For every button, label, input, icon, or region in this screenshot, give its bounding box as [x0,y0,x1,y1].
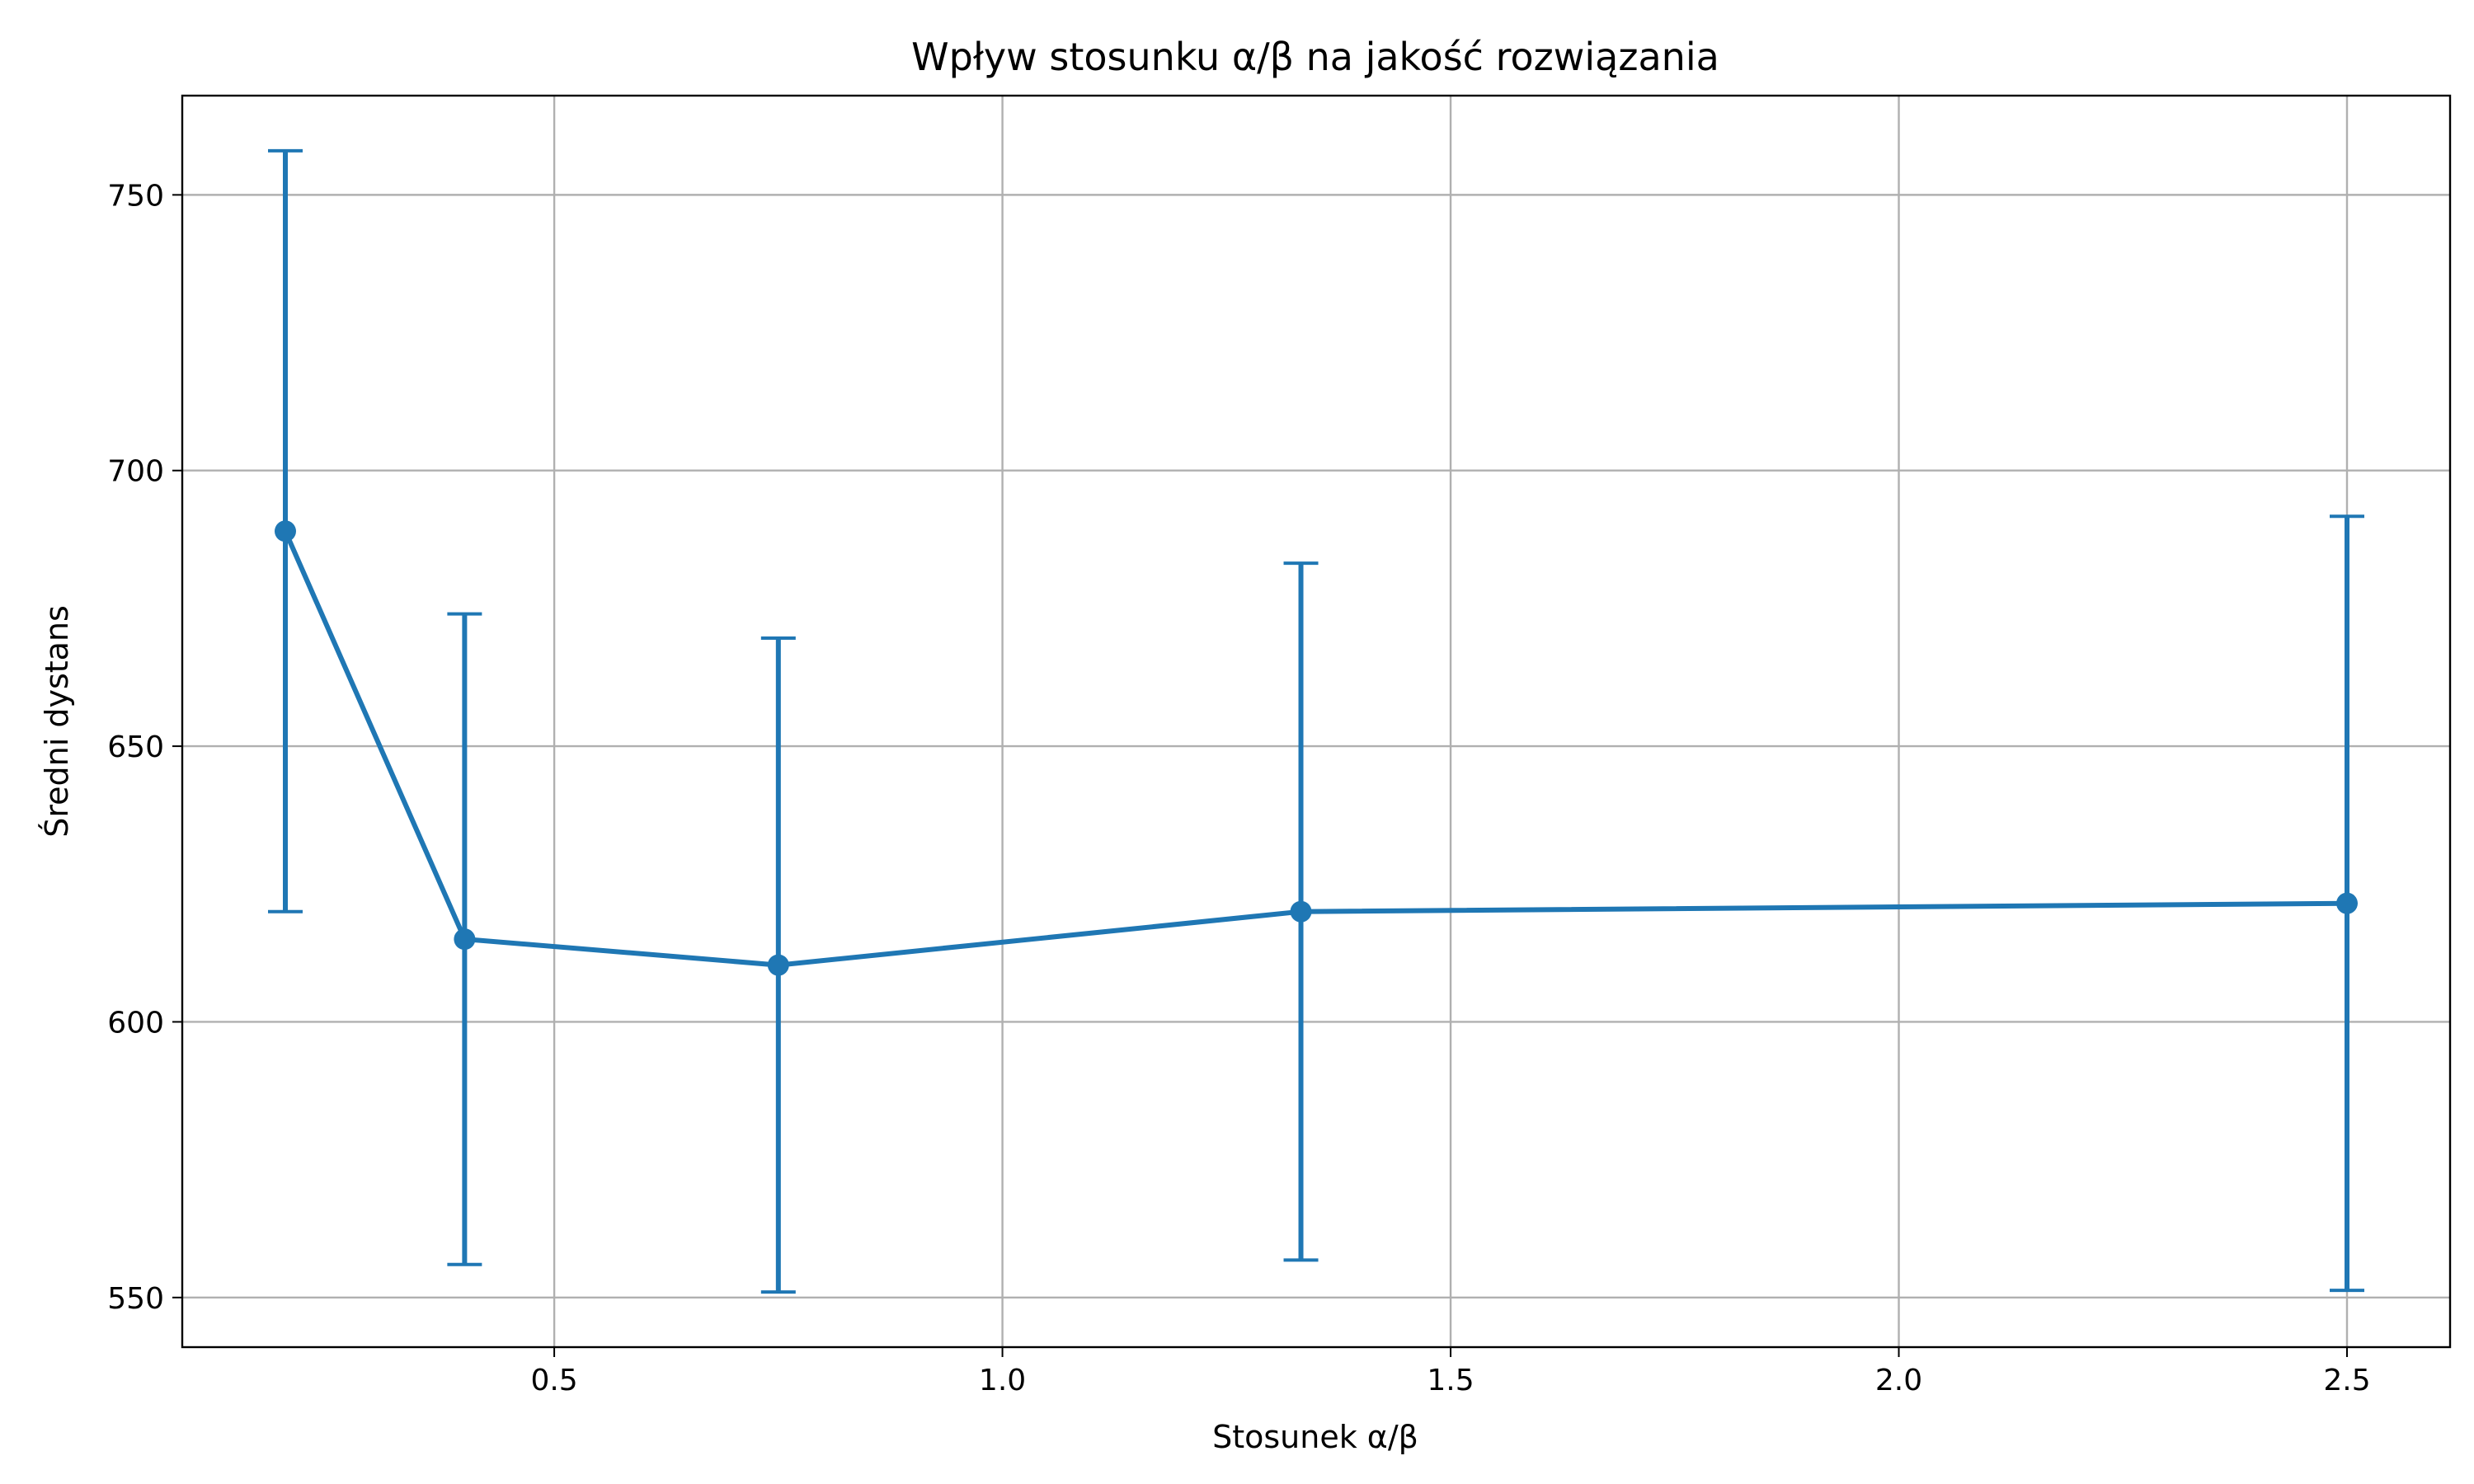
series-line-path [283,530,2348,968]
x-tick-label: 1.5 [1427,1364,1474,1397]
y-tick-label: 550 [107,1282,164,1316]
y-axis-ticks: 550 600 650 700 750 [107,179,182,1316]
data-point-marker [454,928,476,951]
y-tick-label: 600 [107,1006,164,1040]
plot-area-frame [181,94,2452,1349]
data-point-marker [767,954,789,976]
x-tick-label: 2.0 [1875,1364,1922,1397]
y-axis-label: Średni dystans [39,605,75,838]
data-point-marker [275,520,296,542]
x-axis-ticks: 0.5 1.0 1.5 2.0 2.5 [530,1347,2371,1397]
y-tick-label: 700 [107,455,164,489]
data-points [275,520,2358,976]
error-bars [268,148,2364,1294]
grid [182,96,2450,1347]
series-line [283,530,2348,968]
data-point-marker [2336,892,2358,914]
x-tick-label: 1.0 [979,1364,1026,1397]
y-tick-label: 750 [107,179,164,213]
x-tick-label: 2.5 [2323,1364,2370,1397]
y-tick-label: 650 [107,730,164,764]
x-axis-label: Stosunek α/β [1212,1419,1418,1455]
chart-title: Wpływ stosunku α/β na jakość rozwiązania [911,35,1719,79]
x-tick-label: 0.5 [530,1364,577,1397]
data-point-marker [1290,900,1312,923]
